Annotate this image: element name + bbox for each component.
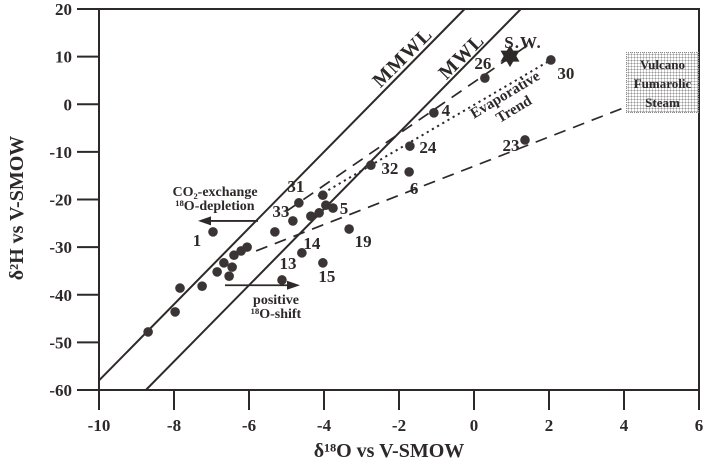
data-point: [546, 55, 556, 65]
steam-box-line3: Steam: [645, 95, 680, 110]
data-point: [314, 208, 324, 218]
y-tick-label: -20: [49, 191, 72, 210]
data-point: [175, 283, 185, 293]
data-point-label: 31: [287, 177, 304, 196]
x-tick-label: -8: [167, 416, 181, 435]
y-tick-label: -50: [49, 333, 72, 352]
data-point: [229, 250, 239, 261]
data-point: [429, 108, 439, 118]
y-tick-label: -60: [49, 381, 72, 400]
mmwl-label: MMWL: [368, 23, 437, 92]
data-point: [288, 216, 298, 226]
data-point-label: 4: [442, 101, 451, 120]
x-tick-label: 2: [545, 416, 554, 435]
data-point: [297, 248, 307, 258]
data-point: [321, 200, 331, 211]
x-tick-label: 0: [470, 416, 479, 435]
data-point: [224, 271, 234, 281]
data-point: [405, 141, 415, 151]
data-point-label: 5: [340, 199, 349, 218]
data-point: [277, 275, 287, 285]
co2-exchange-annotation: CO₂-exchange ¹⁸O-depletion: [145, 186, 285, 214]
data-point: [170, 307, 180, 317]
data-point-label: 23: [503, 136, 520, 155]
data-point-label: 30: [557, 64, 574, 83]
data-point: [480, 73, 490, 83]
y-tick-label: 0: [64, 95, 73, 114]
x-tick-label: 4: [620, 416, 629, 435]
o18-shift-arrow-head: [287, 280, 300, 290]
data-point-label: 1: [193, 231, 202, 250]
data-point-label: 24: [419, 138, 437, 157]
mmwl-line: [98, 8, 466, 382]
data-point: [306, 211, 316, 221]
x-tick-label: -2: [392, 416, 406, 435]
data-point: [344, 224, 354, 234]
co2-exchange-annotation-line1: CO₂-exchange: [172, 185, 258, 200]
data-point: [294, 198, 304, 208]
x-tick-label: -4: [317, 416, 332, 435]
data-point: [520, 135, 530, 145]
sw-star: [500, 50, 520, 68]
data-point: [366, 160, 376, 171]
data-point: [227, 262, 237, 272]
data-point: [242, 242, 252, 252]
y-tick-label: -40: [49, 286, 72, 305]
co2-exchange-arrow-head: [198, 216, 211, 226]
steam-box-line2: Fumarolic: [633, 76, 692, 91]
data-point: [219, 258, 229, 268]
data-point: [404, 167, 414, 177]
data-point: [208, 227, 218, 237]
data-point: [212, 267, 222, 277]
data-point: [318, 258, 328, 268]
y-axis-title: δ²H vs V-SMOW: [6, 135, 28, 281]
y-tick-label: -10: [49, 143, 72, 162]
data-point-label: 26: [474, 54, 491, 73]
co2-exchange-annotation-line2: ¹⁸O-depletion: [175, 199, 255, 214]
sw-star-label: S.W.: [504, 33, 541, 52]
x-axis-title: δ¹⁸O vs V-SMOW: [313, 440, 465, 462]
steam-box-line1: Vulcano: [639, 57, 686, 72]
data-point-label: 6: [410, 179, 419, 198]
fumarolic-steam-dashed-line: [255, 106, 627, 252]
x-tick-label: -6: [242, 416, 256, 435]
x-tick-label: 6: [695, 416, 704, 435]
data-point-label: 14: [303, 234, 321, 253]
y-tick-label: -30: [49, 238, 72, 257]
data-point: [270, 227, 280, 237]
x-tick-label: -10: [88, 416, 111, 435]
o18-shift-annotation-line1: positive: [253, 293, 299, 308]
data-point-label: 13: [280, 254, 297, 273]
o18-shift-annotation-line2: ¹⁸O-shift: [250, 307, 302, 322]
data-point: [143, 327, 153, 337]
mwl-line: [145, 8, 522, 391]
data-point-label: 32: [381, 159, 398, 178]
y-tick-label: 10: [55, 48, 72, 67]
data-point-label: 19: [355, 232, 372, 251]
vulcano-fumarolic-steam-box: Vulcano Fumarolic Steam: [626, 52, 699, 113]
data-point-label: 33: [272, 202, 289, 221]
y-tick-label: 20: [55, 0, 72, 19]
data-point: [318, 190, 328, 201]
data-point: [197, 281, 207, 291]
local-evaporation-dashed-line: [286, 44, 529, 212]
o18-shift-annotation: positive ¹⁸O-shift: [206, 294, 346, 322]
data-point-label: 15: [318, 267, 335, 286]
